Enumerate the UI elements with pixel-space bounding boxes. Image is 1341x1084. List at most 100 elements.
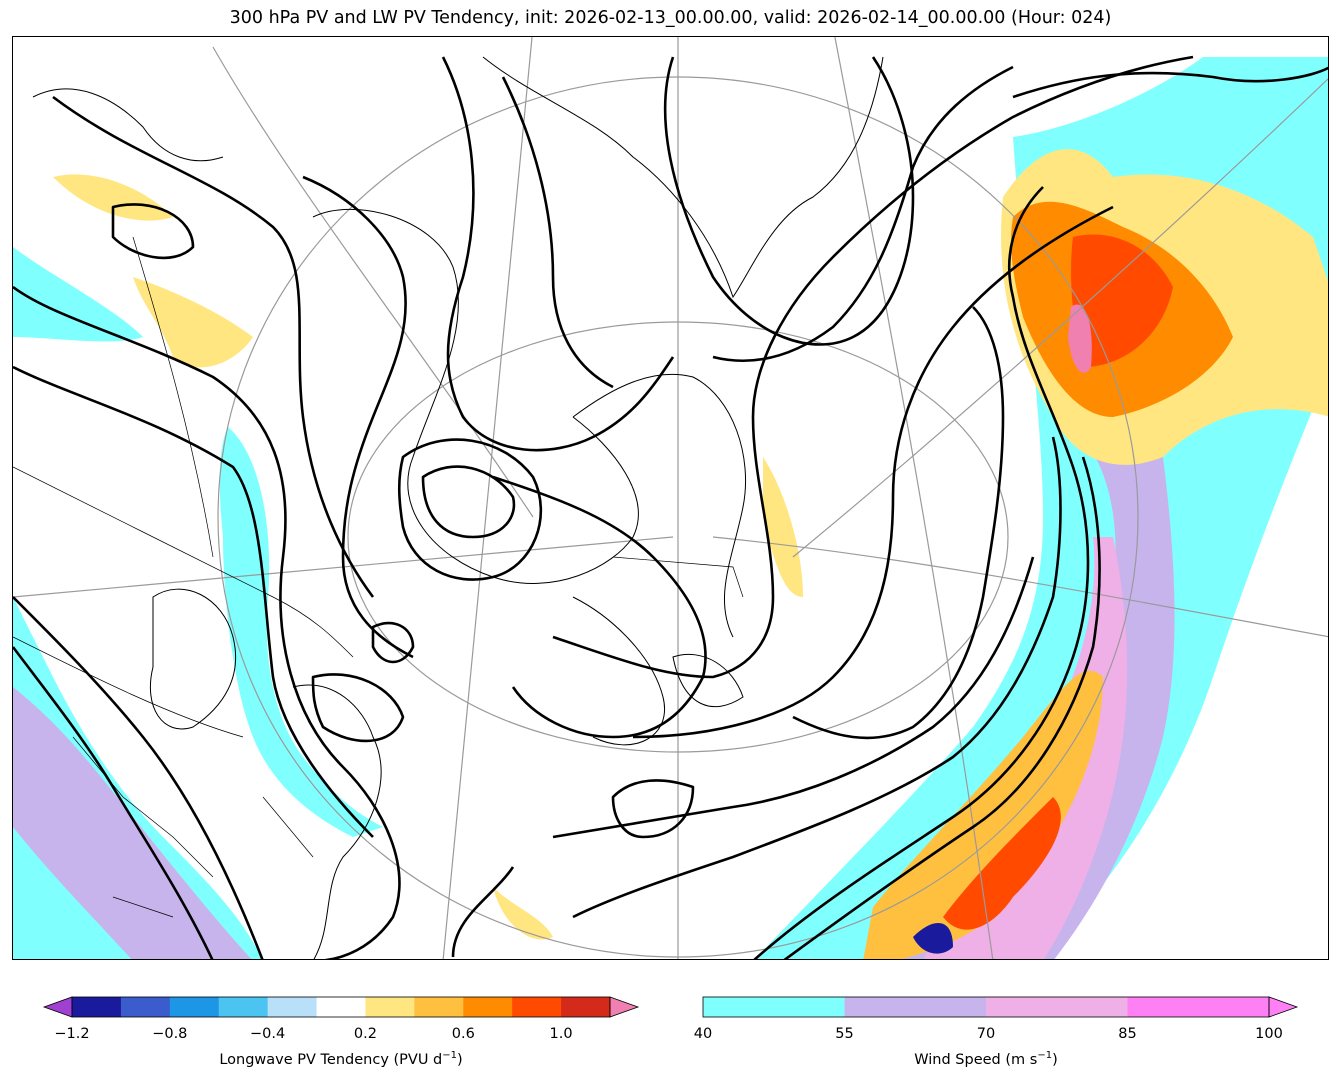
coast-hudson-bay bbox=[312, 208, 639, 584]
coast-alaska bbox=[32, 88, 224, 162]
pv-contour-14 bbox=[712, 65, 1014, 363]
colorbar-under-triangle bbox=[42, 996, 73, 1018]
coast-maritimes bbox=[572, 596, 665, 746]
colorbar-swatch bbox=[316, 997, 366, 1017]
wind-speed-colorbar-label: Wind Speed (m s−1) bbox=[914, 1050, 1057, 1068]
colorbar-tick-label: −1.2 bbox=[54, 1026, 90, 1042]
pv-contour-03 bbox=[13, 365, 374, 838]
pv-contour-23 bbox=[753, 186, 1090, 959]
jet-west-cyan bbox=[13, 247, 143, 342]
map-canvas bbox=[13, 37, 1328, 959]
pv-east-jet-speckle bbox=[863, 670, 1103, 959]
pv-contour-13 bbox=[663, 56, 915, 346]
pv-tendency-shading bbox=[53, 149, 1328, 959]
pv-contour-20 bbox=[552, 556, 1035, 839]
figure-title: 300 hPa PV and LW PV Tendency, init: 202… bbox=[229, 8, 1112, 28]
colorbar-tick-label: −0.4 bbox=[250, 1026, 286, 1042]
colorbar-tick-label: 40 bbox=[693, 1026, 713, 1042]
meridian-b bbox=[442, 37, 533, 959]
colorbar-swatch bbox=[169, 997, 220, 1017]
pv-contour-21 bbox=[451, 866, 515, 958]
colorbar-swatch bbox=[512, 997, 562, 1017]
coast-us-east bbox=[292, 684, 382, 959]
pv-pink-max bbox=[1068, 304, 1092, 373]
coast-newfoundland bbox=[672, 653, 744, 707]
border-canada-us bbox=[13, 466, 354, 658]
map-panel bbox=[12, 36, 1329, 960]
border-provinces-a bbox=[132, 236, 214, 558]
pv-tendency-colorbar-label: Longwave PV Tendency (PVU d−1) bbox=[219, 1050, 462, 1068]
wind-speed-label-close: ) bbox=[1052, 1051, 1058, 1068]
pv-contour-19 bbox=[572, 436, 1062, 919]
border-provinces-b bbox=[13, 636, 244, 738]
colorbar-swatch bbox=[561, 997, 611, 1017]
colorbar-swatch bbox=[120, 997, 171, 1017]
colorbar-over-triangle bbox=[609, 996, 640, 1018]
pv-nw-yellow bbox=[53, 174, 173, 221]
pv-contour-24 bbox=[783, 456, 1101, 959]
pv-tendency-colorbar-swatches bbox=[42, 996, 640, 1018]
pv-tendency-label-main: Longwave PV Tendency (PVU d bbox=[219, 1051, 443, 1068]
colorbar-tick-label: 70 bbox=[976, 1026, 996, 1042]
colorbar-frame bbox=[71, 996, 611, 1018]
wind-speed-colorbar-swatches bbox=[702, 996, 1299, 1018]
coast-great-lakes bbox=[149, 588, 237, 730]
jet-central-cyan bbox=[219, 427, 383, 837]
pv-contour-05 bbox=[13, 646, 214, 959]
pv-atlantic-yellow bbox=[493, 887, 553, 940]
meridian-g bbox=[712, 536, 1328, 638]
colorbar-swatch bbox=[365, 997, 415, 1017]
pv-contour-08 bbox=[421, 465, 516, 539]
pv-contour-12 bbox=[501, 76, 614, 389]
colorbar-swatch bbox=[1127, 997, 1270, 1017]
pv-contour-04 bbox=[13, 596, 264, 959]
wind-speed-label-main: Wind Speed (m s bbox=[914, 1051, 1038, 1068]
coast-greenland bbox=[482, 56, 884, 299]
wind-speed-label-exponent: −1 bbox=[1037, 1050, 1053, 1061]
pv-nw-yellow2 bbox=[133, 277, 253, 368]
colorbar-tick-label: 55 bbox=[835, 1026, 854, 1042]
pv-contour-16 bbox=[552, 55, 1194, 679]
pv-tendency-label-close: ) bbox=[457, 1051, 463, 1068]
pv-tendency-colorbar bbox=[42, 996, 640, 1018]
colorbar-swatch bbox=[267, 997, 318, 1017]
pv-contour-11 bbox=[441, 56, 675, 452]
pv-east-jet-red bbox=[943, 797, 1061, 930]
pv-contour-25 bbox=[111, 203, 195, 260]
pv-contour-26 bbox=[1012, 66, 1328, 99]
pv-east-jet-blue bbox=[913, 923, 953, 954]
pv-contour-22 bbox=[611, 779, 695, 839]
pv-contour-10 bbox=[311, 673, 405, 743]
colorbar-swatch bbox=[414, 997, 464, 1017]
colorbar-tick-label: 85 bbox=[1118, 1026, 1137, 1042]
jet-west-purple bbox=[13, 687, 252, 959]
wind-speed-colorbar bbox=[702, 996, 1299, 1018]
colorbar-tick-label: −0.8 bbox=[152, 1026, 188, 1042]
colorbar-swatch bbox=[72, 997, 122, 1017]
pv-contour-15 bbox=[492, 475, 707, 739]
colorbar-tick-label: 0.6 bbox=[451, 1026, 475, 1042]
colorbar-tick-label: 1.0 bbox=[549, 1026, 573, 1042]
colorbar-tick-label: 100 bbox=[1255, 1026, 1283, 1042]
pv-contour-06 bbox=[302, 175, 414, 659]
coast-labrador bbox=[572, 373, 747, 638]
pv-contour-02 bbox=[13, 285, 401, 959]
colorbar-frame bbox=[702, 996, 1270, 1018]
borders bbox=[13, 236, 744, 918]
border-states bbox=[72, 736, 314, 918]
colorbar-swatch bbox=[986, 997, 1128, 1017]
pv-contour-18 bbox=[792, 306, 1005, 740]
colorbar-swatch bbox=[463, 997, 513, 1017]
colorbar-swatch bbox=[844, 997, 987, 1017]
pv-tendency-label-exponent: −1 bbox=[442, 1050, 458, 1061]
colorbar-swatch bbox=[703, 997, 845, 1017]
border-quebec bbox=[612, 556, 744, 598]
jet-east-pink bbox=[923, 537, 1128, 959]
pv-contours bbox=[13, 55, 1328, 959]
pv-contour-09 bbox=[371, 621, 415, 664]
colorbar-over-triangle bbox=[1268, 996, 1299, 1018]
pv-labrador-yellow bbox=[763, 457, 803, 597]
colorbar-tick-label: 0.2 bbox=[353, 1026, 377, 1042]
pv-contour-07 bbox=[397, 438, 543, 581]
meridian-e bbox=[792, 78, 1328, 558]
